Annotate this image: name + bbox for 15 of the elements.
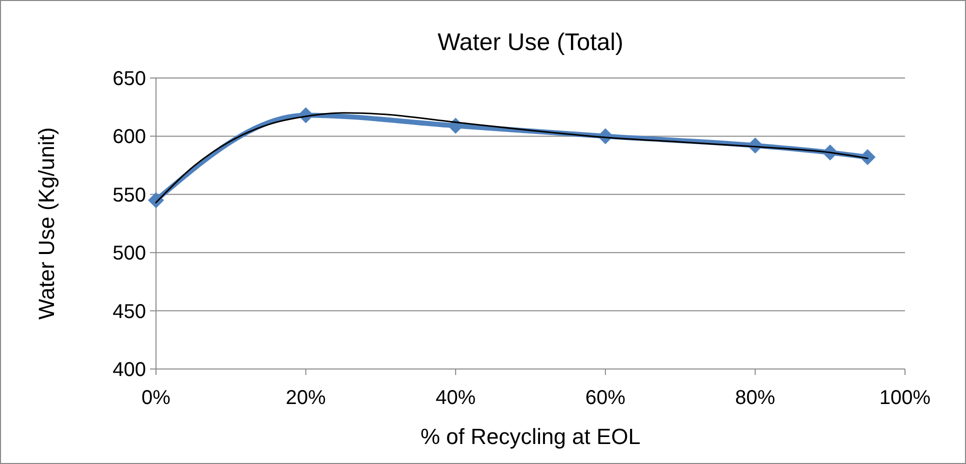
chart-title: Water Use (Total)	[438, 29, 624, 56]
x-tick-label: 0%	[142, 387, 171, 409]
x-tick-label: 80%	[735, 387, 776, 409]
x-axis-title: % of Recycling at EOL	[420, 424, 641, 449]
x-tick-label: 40%	[436, 387, 476, 409]
x-tick-label: 100%	[879, 387, 931, 409]
y-tick-label: 600	[112, 126, 146, 148]
y-tick-label: 450	[112, 300, 146, 323]
y-tick-label: 400	[112, 359, 146, 381]
x-tick-label: 60%	[585, 387, 626, 409]
y-axis-title: Water Use (Kg/unit)	[34, 127, 59, 320]
x-tick-label: 20%	[286, 387, 326, 409]
y-tick-label: 550	[112, 184, 146, 206]
y-tick-label: 650	[112, 68, 146, 90]
y-tick-label: 500	[112, 242, 146, 265]
